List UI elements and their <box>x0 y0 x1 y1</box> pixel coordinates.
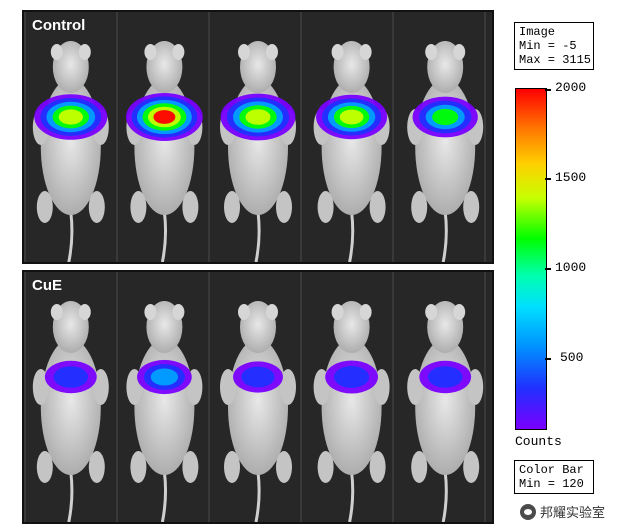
tick-mark <box>545 268 551 270</box>
tick-mark <box>545 178 551 180</box>
tick-label-2000: 2000 <box>555 80 587 95</box>
cue-panel: CuE <box>22 270 494 524</box>
cue-label: CuE <box>32 277 62 294</box>
mouse-control-2 <box>125 41 203 262</box>
luminescence-signal <box>325 360 378 394</box>
luminescence-signal <box>412 96 478 138</box>
tick-mark <box>545 358 551 360</box>
control-mice-image <box>32 41 484 262</box>
cue-mice-image <box>32 301 484 522</box>
luminescence-signal <box>316 94 388 140</box>
mouse-cue-1 <box>32 301 109 522</box>
mouse-cue-4 <box>313 301 390 522</box>
watermark: 邦耀实验室 <box>520 502 606 521</box>
mouse-control-5 <box>407 41 484 262</box>
luminescence-signal <box>34 94 108 140</box>
watermark-text: 邦耀实验室 <box>540 506 606 521</box>
tick-label-1000: 1000 <box>555 260 587 275</box>
luminescence-signal <box>220 93 296 141</box>
luminescence-signal <box>419 360 472 394</box>
color-bar-title: Color Bar <box>519 463 584 477</box>
color-scale-bar <box>515 88 547 430</box>
control-panel: Control <box>22 10 494 264</box>
mouse-cue-2 <box>126 301 203 522</box>
tick-label-1500: 1500 <box>555 170 587 185</box>
luminescence-signal <box>233 361 283 393</box>
tick-mark <box>545 89 551 91</box>
mouse-cue-5 <box>407 301 484 522</box>
wechat-icon <box>520 503 536 520</box>
image-max: Max = 3115 <box>519 53 592 67</box>
control-label: Control <box>32 17 86 34</box>
tick-label-500: 500 <box>560 350 584 365</box>
luminescence-signal <box>137 359 192 395</box>
luminescence-signal <box>44 360 97 394</box>
mouse-cue-3 <box>220 301 296 522</box>
image-min: Min = -5 <box>519 39 577 53</box>
image-title: Image <box>519 25 556 39</box>
mouse-control-1 <box>32 41 109 262</box>
luminescence-signal <box>125 93 203 141</box>
counts-unit-label: Counts <box>515 434 562 449</box>
mouse-control-4 <box>313 41 390 262</box>
color-bar-info-box: Color Bar Min = 120 <box>514 460 594 494</box>
image-info-box: Image Min = -5 Max = 3115 <box>514 22 594 70</box>
mouse-control-3 <box>220 41 296 262</box>
color-bar-min: Min = 120 <box>519 477 584 491</box>
